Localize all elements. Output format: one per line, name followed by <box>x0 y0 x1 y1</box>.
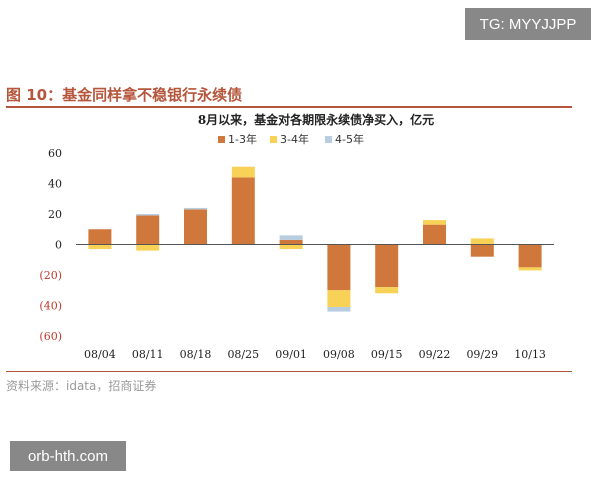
bar-08-18-s1 <box>184 209 207 245</box>
legend-label-2: 3-4年 <box>280 132 309 146</box>
y-tick-label-6: (60) <box>39 330 62 343</box>
bar-09-01-s2 <box>279 244 303 250</box>
bar-09-15-s1 <box>375 244 399 288</box>
bar-09-08-s2 <box>327 290 351 308</box>
legend: 1-3年 3-4年 4-5年 <box>218 132 364 146</box>
x-tick-label-09-01: 09/01 <box>275 348 307 361</box>
legend-label-1: 1-3年 <box>228 132 257 146</box>
figure-title: 图 10：基金同样拿不稳银行永续债 <box>6 86 243 104</box>
y-axis: 60 40 20 0 (20) (40) (60) <box>39 147 62 343</box>
source-rule <box>6 371 572 372</box>
watermark-bottom: orb-hth.com <box>10 441 126 471</box>
x-tick-label-08-25: 08/25 <box>227 348 259 361</box>
bar-09-22-s1 <box>423 224 446 245</box>
bar-10-13-s2 <box>518 267 542 271</box>
bar-09-01-s3 <box>279 235 303 240</box>
x-tick-label-08-18: 08/18 <box>180 348 212 361</box>
bar-09-01-s1 <box>279 239 303 245</box>
bar-10-13-s1 <box>518 244 542 268</box>
x-tick-label-10-13: 10/13 <box>514 348 546 361</box>
title-rule <box>6 106 572 108</box>
x-tick-label-09-29: 09/29 <box>466 348 498 361</box>
y-tick-label-5: (40) <box>39 300 62 313</box>
x-tick-label-09-08: 09/08 <box>323 348 355 361</box>
legend-label-3: 4-5年 <box>335 132 364 146</box>
bar-09-08-s3 <box>327 307 351 312</box>
bar-09-08-s1 <box>327 244 351 291</box>
y-tick-label-0: 60 <box>48 147 62 160</box>
bars <box>88 166 542 312</box>
legend-swatch-1 <box>218 136 225 143</box>
legend-swatch-3 <box>325 136 332 143</box>
bar-08-25-s1 <box>231 177 255 245</box>
bar-08-04-s2 <box>88 244 112 250</box>
bar-09-29-s2 <box>470 238 494 245</box>
bar-08-11-s2 <box>136 244 160 251</box>
watermark-top: TG: MYYJJPP <box>465 8 591 40</box>
x-tick-label-09-22: 09/22 <box>419 348 451 361</box>
bar-08-18-s3 <box>184 207 207 210</box>
bar-08-25-s2 <box>231 166 255 178</box>
bar-09-15-s2 <box>375 287 399 294</box>
y-tick-label-4: (20) <box>39 269 62 282</box>
x-tick-label-08-11: 08/11 <box>132 348 164 361</box>
y-tick-label-3: 0 <box>55 239 62 252</box>
x-axis-labels: 08/04 08/11 08/18 08/25 09/01 09/08 09/15 09/22… <box>84 348 546 361</box>
bar-09-29-s1 <box>470 244 494 257</box>
y-tick-label-2: 20 <box>48 208 62 221</box>
legend-swatch-2 <box>270 136 277 143</box>
x-tick-label-09-15: 09/15 <box>371 348 403 361</box>
x-tick-label-08-04: 08/04 <box>84 348 116 361</box>
bar-08-04-s1 <box>88 229 112 245</box>
y-tick-label-1: 40 <box>48 178 62 191</box>
chart-title: 8月以来，基金对各期限永续债净买入，亿元 <box>198 112 434 127</box>
bar-08-11-s3 <box>136 214 160 216</box>
source-note: 资料来源：idata，招商证券 <box>6 379 157 393</box>
bar-08-11-s1 <box>136 215 160 245</box>
bar-09-22-s2 <box>423 220 446 225</box>
